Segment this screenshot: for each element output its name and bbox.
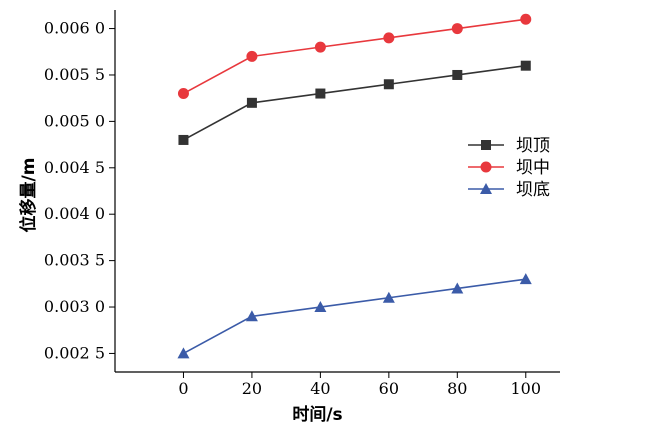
x-tick-label: 0 [178, 379, 188, 398]
axes [114, 10, 560, 373]
data-point [245, 310, 258, 322]
legend-item: 坝底 [468, 180, 550, 200]
data-point [314, 41, 326, 53]
data-point [246, 50, 258, 62]
x-axis-title: 时间/s [292, 404, 342, 425]
series-triangle [177, 273, 532, 359]
data-point [451, 282, 464, 294]
data-point [452, 69, 463, 80]
y-tick-label: 0.005 0 [44, 111, 105, 130]
x-tick-label: 60 [379, 379, 399, 398]
x-tick-label: 40 [310, 379, 330, 398]
y-tick-label: 0.004 5 [44, 158, 105, 177]
legend-marker [480, 183, 492, 194]
legend-label: 坝顶 [516, 136, 550, 156]
data-point [383, 79, 394, 90]
data-point [314, 301, 327, 313]
y-tick-label: 0.004 0 [44, 204, 105, 223]
data-point [177, 88, 189, 100]
series-circle [177, 13, 532, 100]
data-point [382, 291, 395, 303]
data-point [519, 273, 532, 285]
x-tick-label: 100 [510, 379, 541, 398]
series-layer [177, 13, 532, 359]
data-point [520, 13, 532, 25]
series-line [183, 18, 526, 95]
y-tick-label: 0.003 5 [44, 251, 105, 270]
series-square [178, 60, 531, 145]
x-tick-label: 80 [447, 379, 467, 398]
y-tick-label: 0.005 5 [44, 65, 105, 84]
data-point [520, 60, 531, 71]
data-point [178, 134, 189, 145]
data-point [246, 97, 257, 108]
y-tick-label: 0.002 5 [44, 343, 105, 362]
series-line [183, 64, 526, 141]
data-point [315, 88, 326, 99]
legend-label: 坝底 [516, 180, 550, 200]
legend-label: 坝中 [516, 158, 550, 178]
x-tick-label: 20 [242, 379, 262, 398]
data-point [383, 32, 395, 44]
y-tick-label: 0.003 0 [44, 297, 105, 316]
axis-ticks: 0.002 5 0.003 0 0.003 5 0.004 0 0.004 5 0.005… [44, 19, 541, 398]
y-axis-title: 位移量/m [18, 158, 39, 233]
legend-item: 坝中 [468, 158, 550, 178]
legend-marker [481, 140, 491, 150]
legend-marker [480, 161, 492, 173]
data-point [177, 347, 190, 359]
series-line [183, 278, 526, 355]
data-point [451, 23, 463, 35]
legend-item: 坝顶 [468, 136, 550, 156]
y-tick-label: 0.006 0 [44, 19, 105, 38]
